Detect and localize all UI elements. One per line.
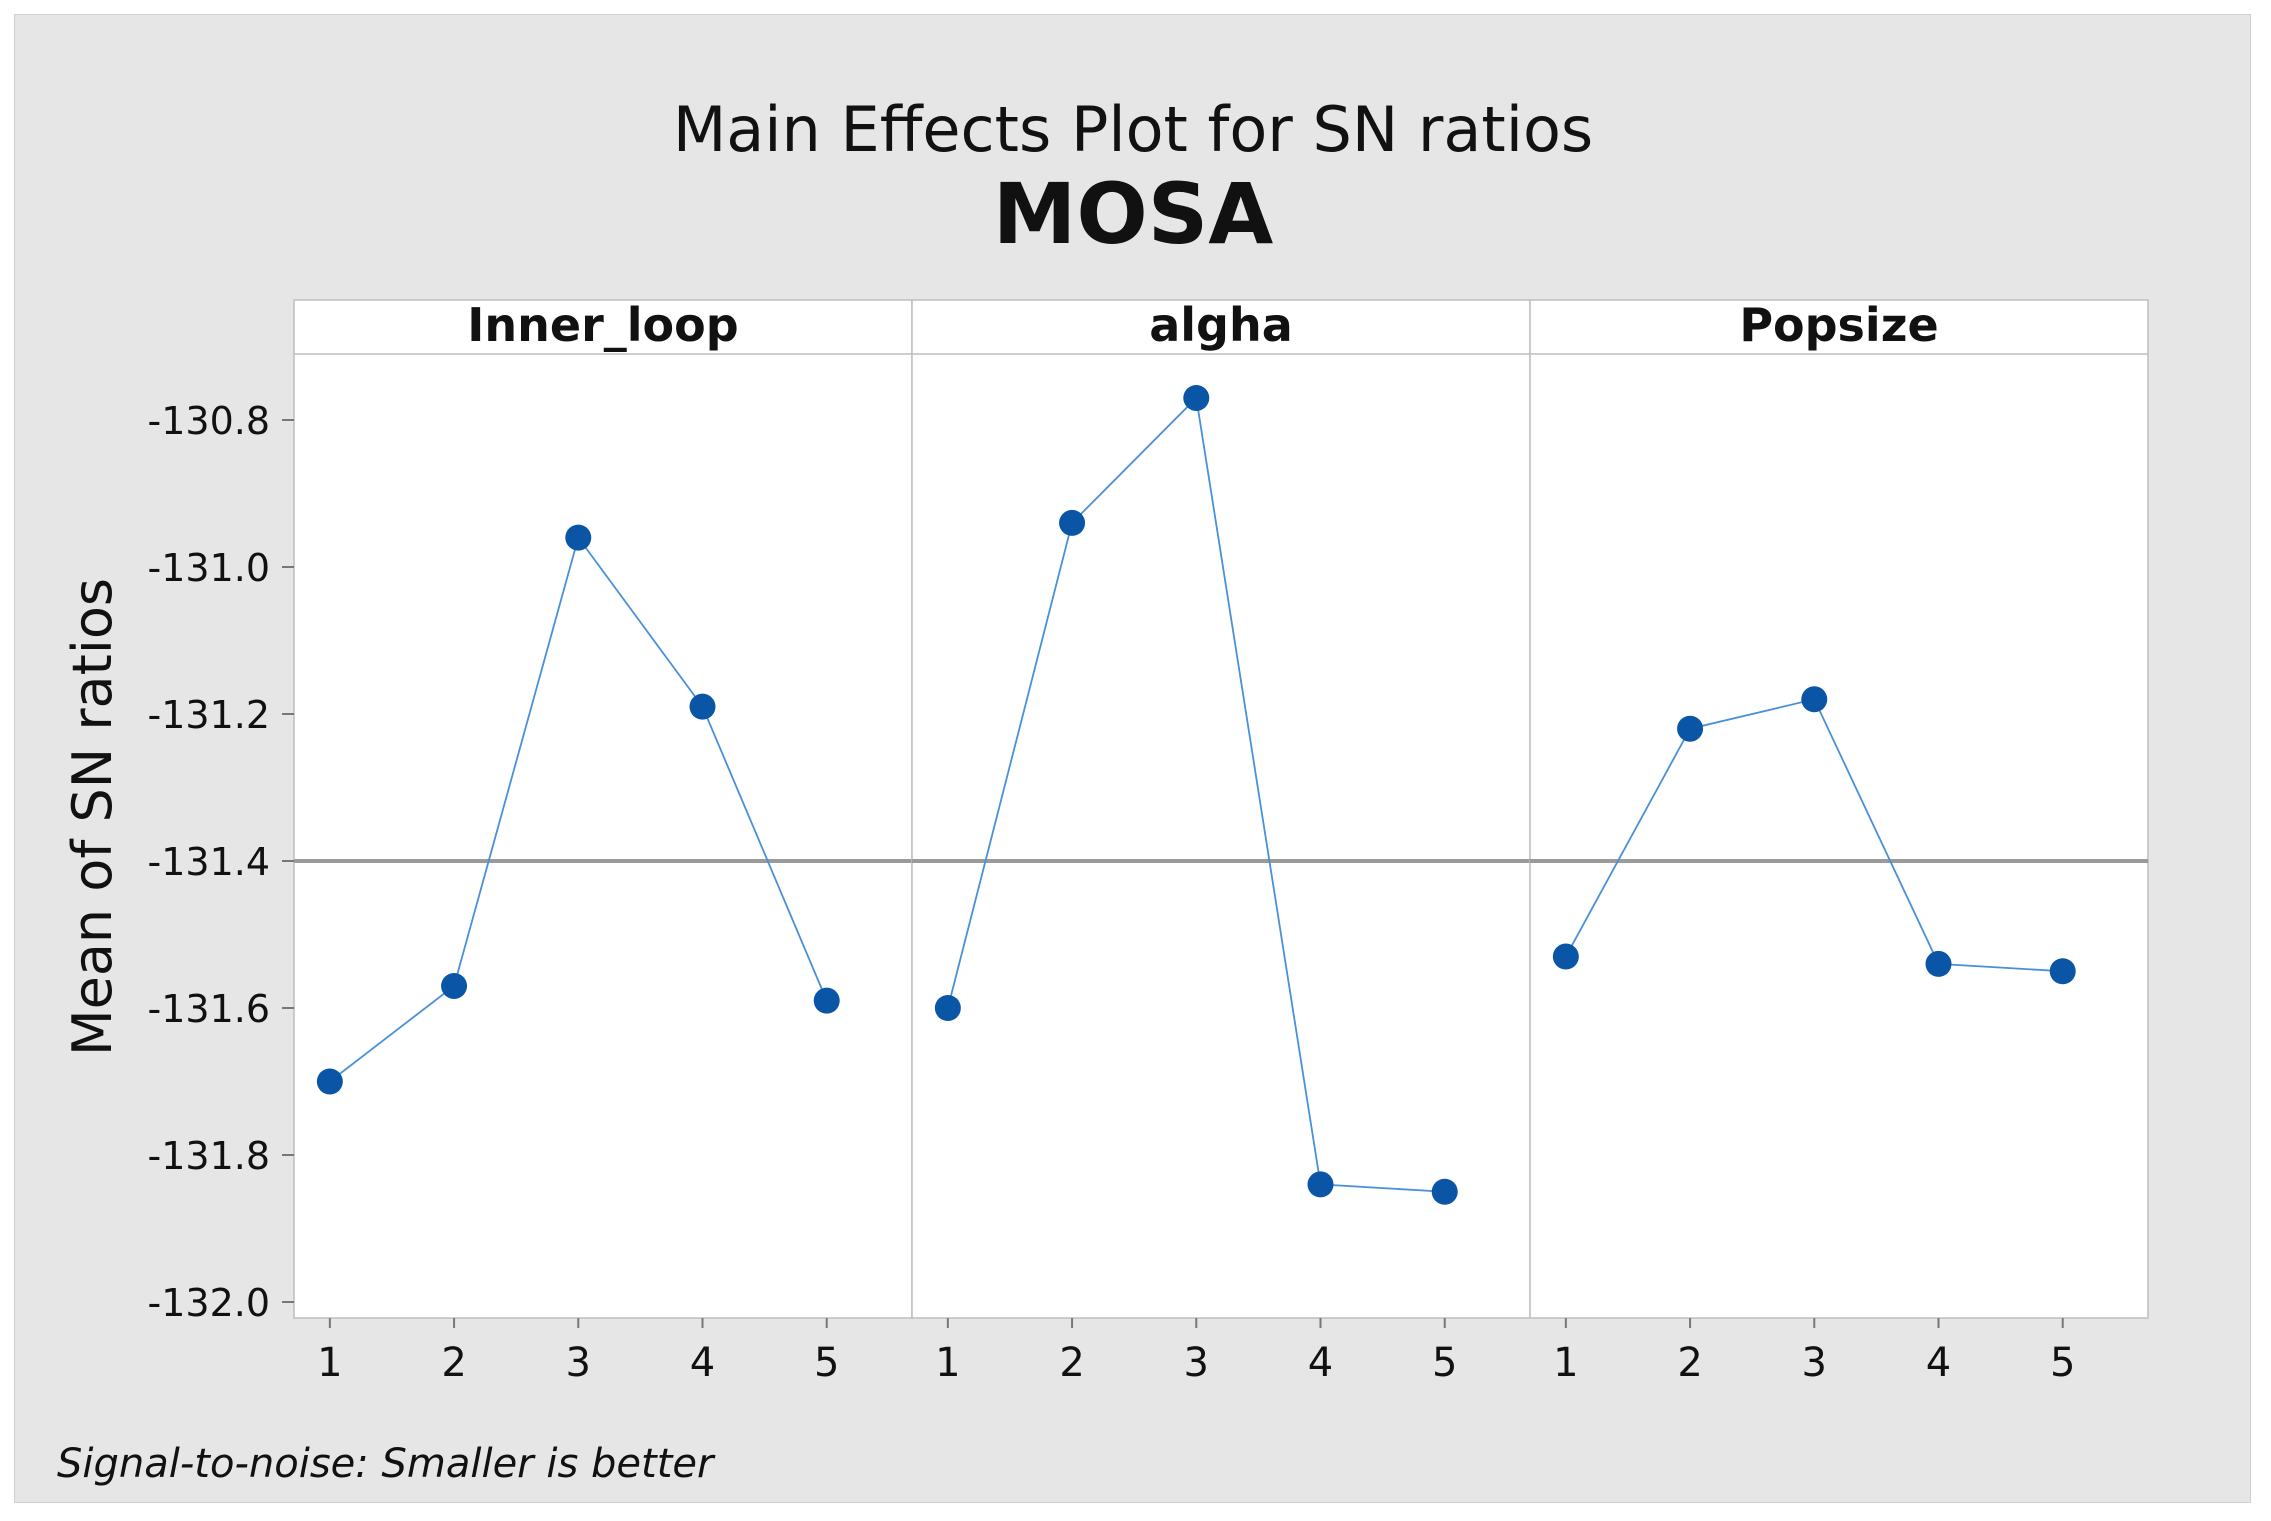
panel-frame [293,299,913,1319]
y-tick-label: -130.8 [148,399,271,443]
x-tick-label: 3 [566,1340,591,1386]
y-tick-label: -131.2 [148,693,271,737]
x-tick-label: 5 [1432,1340,1457,1386]
y-axis-label: Mean of SN ratios [61,578,124,1056]
data-point [1183,384,1210,411]
data-point [934,995,961,1021]
y-tick-label: -131.4 [148,840,271,884]
panel-label: Inner_loop [467,298,738,352]
chart-title: Main Effects Plot for SN ratios [673,93,1593,166]
panel-frame [911,299,1531,1319]
data-point [1801,686,1828,713]
data-point [2049,958,2076,985]
x-tick-label: 2 [1059,1340,1084,1386]
y-tick-label: -131.0 [148,546,271,590]
x-tick-label: 4 [690,1340,715,1386]
x-tick-label: 1 [317,1340,342,1386]
panel-popsize: Popsize [1529,298,2149,1319]
y-tick-label: -131.6 [148,987,271,1031]
data-point [813,987,840,1014]
data-point [565,524,592,551]
data-point [316,1068,343,1095]
panel-algha: algha [911,298,1531,1319]
data-point [1431,1178,1458,1205]
x-tick-label: 2 [1677,1340,1702,1386]
data-point [1552,943,1579,970]
y-tick-label: -131.8 [148,1134,271,1178]
data-point [1925,950,1952,977]
data-point [1307,1171,1334,1198]
x-tick-label: 5 [814,1340,839,1386]
x-tick-label: 2 [441,1340,466,1386]
panel-label: Popsize [1739,298,1938,352]
x-tick-label: 1 [1553,1340,1578,1386]
x-tick-label: 1 [935,1340,960,1386]
chart-frame: Main Effects Plot for SN ratios MOSA Inne… [14,14,2251,1503]
data-point [441,972,468,999]
x-tick-label: 3 [1802,1340,1827,1386]
y-tick-label: -132.0 [148,1281,271,1325]
data-point [689,693,716,720]
panel-inner_loop: Inner_loop [293,298,913,1319]
x-tick-label: 5 [2050,1340,2075,1386]
data-point [1059,509,1086,536]
chart-subtitle: MOSA [993,165,1274,263]
x-tick-label: 3 [1184,1340,1209,1386]
x-tick-label: 4 [1308,1340,1333,1386]
x-tick-label: 4 [1926,1340,1951,1386]
data-point [1677,715,1704,742]
panel-label: algha [1149,298,1293,352]
footnote: Signal-to-noise: Smaller is better [57,1441,716,1487]
panel-frame [1529,299,2149,1319]
